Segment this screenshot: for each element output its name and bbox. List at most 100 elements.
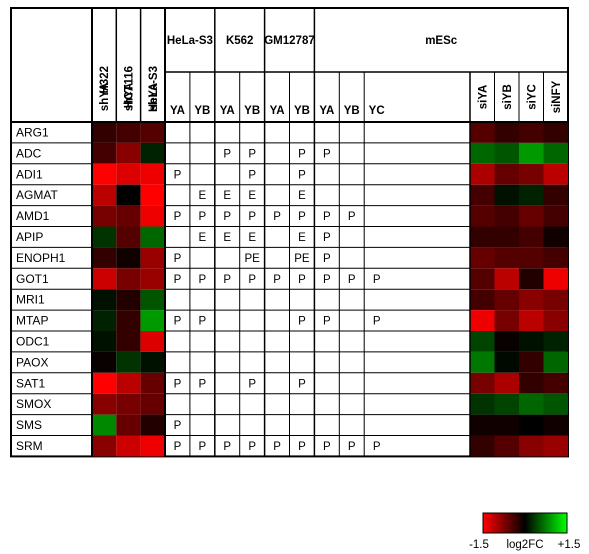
gene-label: ENOPH1	[16, 251, 66, 265]
heatmap-cell-right	[519, 184, 544, 206]
chip-mark: P	[298, 441, 306, 453]
chip-mark: P	[323, 274, 331, 286]
heatmap-cell-right	[470, 331, 495, 352]
chip-mark: P	[273, 274, 281, 286]
gene-label: AGMAT	[16, 188, 58, 202]
heatmap-cell-right	[470, 205, 495, 227]
chip-mark: P	[323, 253, 331, 265]
heatmap-cell-left	[140, 205, 165, 227]
heatmap-cell-right	[494, 414, 519, 436]
chip-mark: P	[248, 378, 256, 390]
legend-title: log2FC	[506, 539, 543, 551]
heatmap-cell-right	[494, 205, 519, 227]
chip-mark: E	[199, 190, 207, 202]
heatmap-cell-right	[543, 289, 568, 311]
column-header-2: HeLa-S3	[148, 66, 160, 112]
heatmap-cell-right	[519, 289, 544, 311]
chip-mark: P	[223, 274, 231, 286]
chip-mark: P	[298, 211, 306, 223]
column-subheader-1: shYA	[123, 83, 135, 111]
heatmap-cell-right	[519, 414, 544, 436]
chip-mark: P	[348, 211, 356, 223]
heatmap-cell-right	[519, 372, 544, 394]
chip-mark: P	[323, 232, 331, 244]
heatmap-cell-right	[494, 184, 519, 206]
group-header: K562	[226, 35, 254, 47]
heatmap-cell-right	[519, 435, 544, 457]
gene-label: APIP	[16, 230, 43, 244]
chip-mark: P	[373, 274, 381, 286]
right-subheader: siYB	[502, 84, 514, 110]
right-subheader: siYA	[477, 85, 489, 110]
heatmap-cell-left	[140, 122, 165, 143]
gene-label: MRI1	[16, 293, 45, 307]
heatmap-cell-right	[543, 372, 568, 394]
heatmap-cell-right	[494, 372, 519, 394]
heatmap-cell-right	[543, 268, 568, 290]
chip-mark: P	[248, 211, 256, 223]
heatmap-cell-right	[470, 393, 495, 415]
heatmap-cell-left	[92, 435, 117, 457]
heatmap-cell-right	[519, 205, 544, 227]
chip-mark: P	[174, 378, 182, 390]
heatmap-cell-left	[116, 414, 141, 436]
chip-mark: P	[298, 274, 306, 286]
heatmap-cell-right	[470, 414, 495, 436]
heatmap-cell-left	[140, 310, 165, 331]
heatmap-cell-right	[543, 226, 568, 248]
heatmap-cell-right	[494, 289, 519, 311]
group-header: HeLa-S3	[167, 35, 213, 47]
heatmap-cell-right	[494, 351, 519, 373]
heatmap-cell-right	[543, 331, 568, 352]
heatmap-cell-left	[92, 247, 117, 269]
heatmap-cell-left	[140, 184, 165, 206]
heatmap-cell-right	[543, 393, 568, 415]
gene-label: SMS	[16, 418, 42, 432]
gene-label: MTAP	[16, 314, 48, 328]
chip-mark: P	[348, 274, 356, 286]
chip-mark: P	[348, 441, 356, 453]
chip-mark: P	[273, 441, 281, 453]
legend-min-label: -1.5	[469, 539, 489, 551]
gene-label: SAT1	[16, 376, 45, 390]
heatmap-cell-left	[92, 289, 117, 311]
chip-mark: P	[323, 211, 331, 223]
heatmap-cell-right	[519, 331, 544, 352]
chip-mark: P	[273, 211, 281, 223]
heatmap-cell-left	[92, 142, 117, 164]
column-header-0: H322	[99, 66, 111, 94]
heatmap-cell-right	[470, 289, 495, 311]
heatmap-cell-left	[92, 372, 117, 394]
heatmap-cell-left	[116, 122, 141, 143]
chip-mark: P	[323, 148, 331, 160]
gene-label: ODC1	[16, 334, 50, 348]
heatmap-cell-left	[116, 163, 141, 185]
chip-mark: P	[298, 169, 306, 181]
heatmap-cell-right	[470, 351, 495, 373]
heatmap-cell-right	[470, 184, 495, 206]
chip-mark: P	[174, 441, 182, 453]
heatmap-cell-right	[519, 310, 544, 331]
chip-mark: P	[174, 253, 182, 265]
heatmap-cell-left	[116, 184, 141, 206]
heatmap-cell-left	[116, 142, 141, 164]
gene-label: AMD1	[16, 209, 50, 223]
chip-mark: E	[199, 232, 207, 244]
heatmap-cell-left	[140, 289, 165, 311]
heatmap-cell-left	[140, 142, 165, 164]
heatmap-cell-right	[543, 163, 568, 185]
gene-label: ARG1	[16, 125, 49, 139]
heatmap-cell-right	[543, 142, 568, 164]
chip-subheader: YC	[369, 105, 385, 117]
heatmap-cell-left	[116, 393, 141, 415]
legend-gradient	[482, 512, 568, 534]
heatmap-cell-left	[140, 226, 165, 248]
chip-mark: P	[373, 441, 381, 453]
chip-mark: P	[174, 420, 182, 432]
heatmap-cell-left	[92, 351, 117, 373]
heatmap-cell-left	[92, 331, 117, 352]
heatmap-cell-left	[92, 163, 117, 185]
heatmap-cell-left	[140, 435, 165, 457]
chip-mark: P	[174, 274, 182, 286]
heatmap-cell-right	[519, 122, 544, 143]
